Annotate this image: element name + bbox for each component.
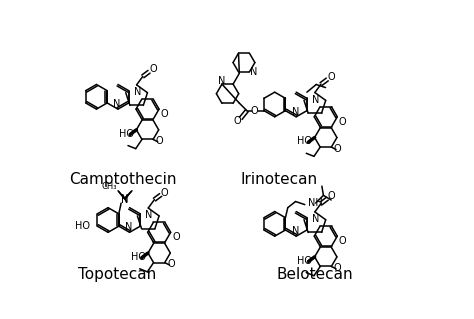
Text: N: N	[312, 94, 319, 105]
Text: N: N	[250, 67, 257, 77]
Text: N: N	[125, 222, 132, 233]
Text: Topotecan: Topotecan	[78, 267, 156, 282]
Text: N: N	[146, 210, 153, 220]
Text: NH: NH	[308, 198, 323, 208]
Text: O: O	[234, 116, 241, 126]
Text: N: N	[292, 107, 299, 117]
Text: O: O	[172, 232, 180, 242]
Text: HO: HO	[75, 221, 91, 231]
Text: N: N	[120, 195, 128, 205]
Text: O: O	[250, 106, 258, 116]
Text: N: N	[113, 99, 121, 109]
Text: N: N	[312, 214, 319, 224]
Text: HO: HO	[131, 252, 146, 262]
Text: HO: HO	[297, 256, 312, 266]
Text: O: O	[334, 144, 341, 154]
Text: O: O	[339, 117, 346, 127]
Text: O: O	[334, 263, 341, 273]
Text: HO: HO	[297, 136, 312, 146]
Text: Irinotecan: Irinotecan	[240, 172, 317, 187]
Text: Camptothecin: Camptothecin	[69, 172, 176, 187]
Text: O: O	[339, 236, 346, 246]
Text: N: N	[218, 76, 226, 86]
Text: Belotecan: Belotecan	[277, 267, 353, 282]
Text: N: N	[292, 226, 299, 236]
Text: CH₃: CH₃	[102, 182, 117, 191]
Text: O: O	[149, 64, 157, 74]
Text: HO: HO	[119, 129, 134, 139]
Text: O: O	[155, 136, 163, 146]
Text: O: O	[161, 109, 168, 119]
Text: O: O	[328, 72, 335, 82]
Text: O: O	[161, 188, 168, 198]
Text: N: N	[134, 87, 141, 97]
Text: O: O	[167, 259, 175, 269]
Text: N: N	[121, 194, 129, 204]
Text: O: O	[328, 191, 335, 202]
